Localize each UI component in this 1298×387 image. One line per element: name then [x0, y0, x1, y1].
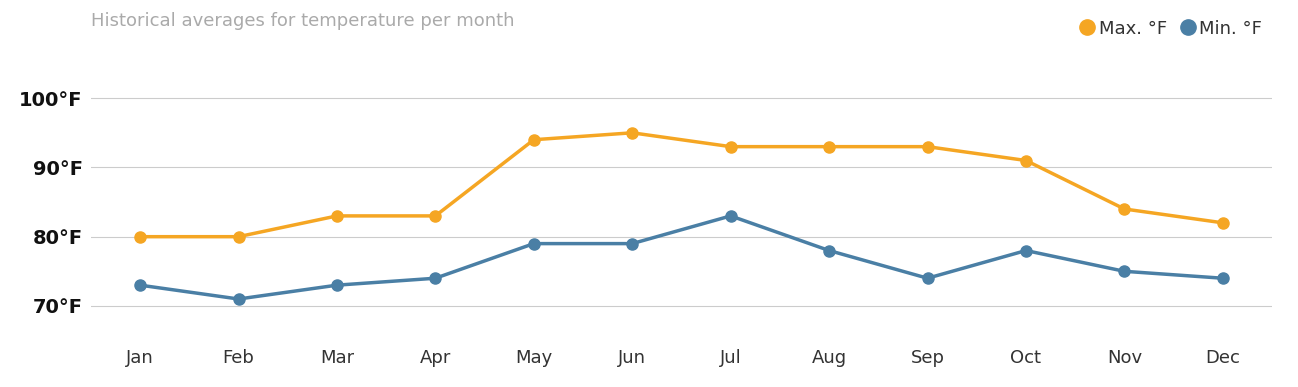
Max. °F [1018, 158, 1033, 163]
Max. °F [231, 235, 247, 239]
Max. °F [330, 214, 345, 218]
Min. °F [1116, 269, 1132, 274]
Min. °F [1018, 248, 1033, 253]
Max. °F [920, 144, 936, 149]
Min. °F [723, 214, 739, 218]
Min. °F [822, 248, 837, 253]
Min. °F [526, 241, 541, 246]
Min. °F [427, 276, 443, 281]
Line: Max. °F: Max. °F [135, 127, 1228, 242]
Min. °F [132, 283, 148, 288]
Line: Min. °F: Min. °F [135, 211, 1228, 305]
Max. °F [1215, 221, 1231, 225]
Legend: Max. °F, Min. °F: Max. °F, Min. °F [1077, 13, 1269, 46]
Text: Historical averages for temperature per month: Historical averages for temperature per … [91, 12, 514, 30]
Min. °F [1215, 276, 1231, 281]
Max. °F [1116, 207, 1132, 211]
Max. °F [526, 137, 541, 142]
Max. °F [427, 214, 443, 218]
Min. °F [920, 276, 936, 281]
Min. °F [624, 241, 640, 246]
Min. °F [231, 297, 247, 301]
Min. °F [330, 283, 345, 288]
Max. °F [624, 130, 640, 135]
Max. °F [132, 235, 148, 239]
Max. °F [822, 144, 837, 149]
Max. °F [723, 144, 739, 149]
